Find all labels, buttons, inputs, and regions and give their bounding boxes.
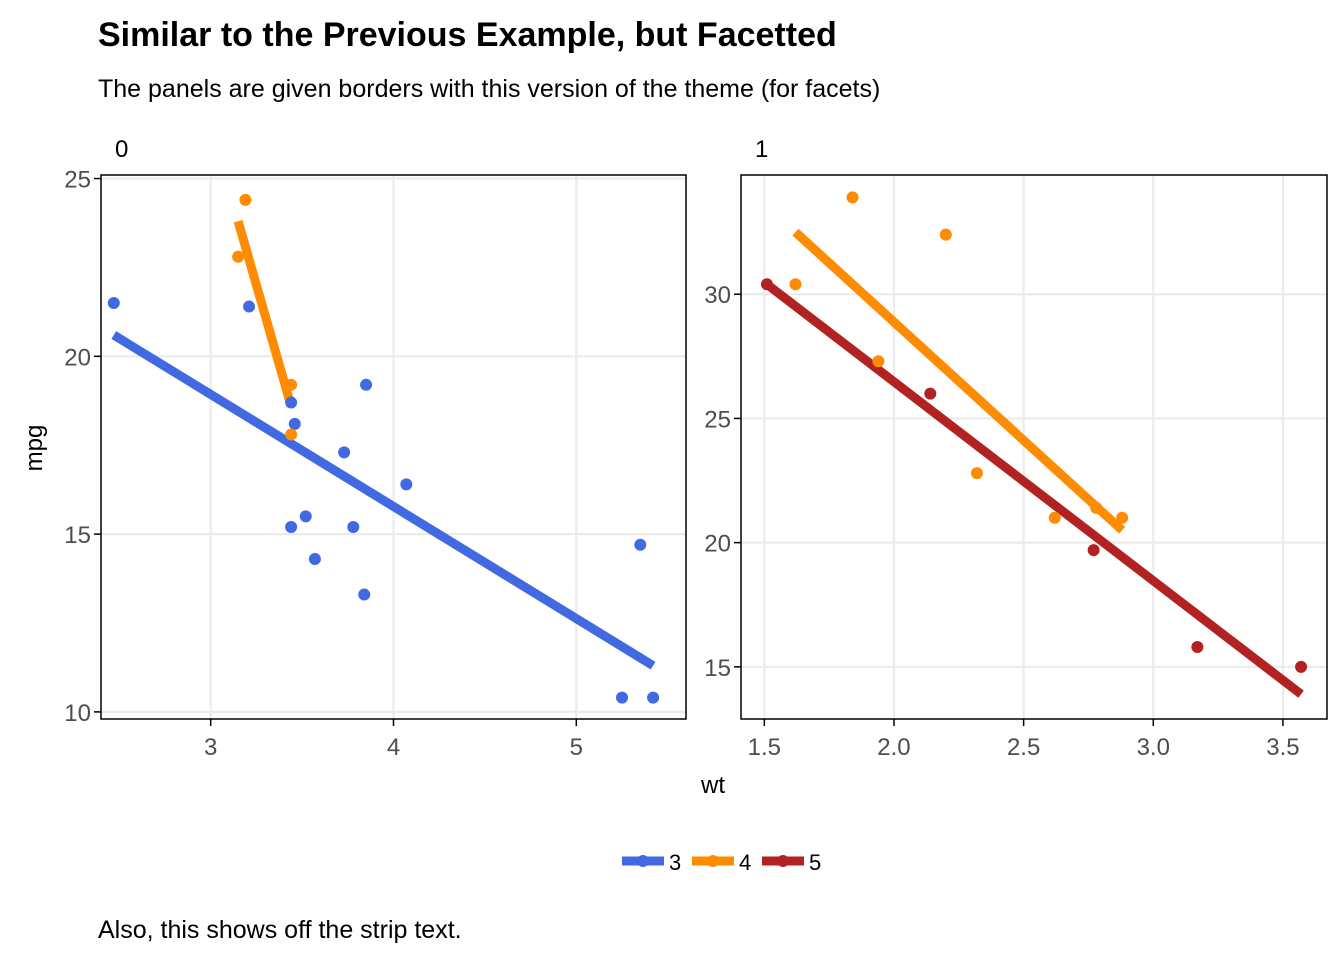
x-tick-label: 2.5: [1007, 734, 1040, 761]
y-tick-label: 15: [64, 522, 91, 549]
facet-panels: 0 3 4 5 10 15 20 25 1 1.5 2.0 2.5 3.0 3.5 15 20 25 30: [64, 136, 1328, 761]
legend-label: 5: [809, 850, 821, 875]
x-tick-label: 3.5: [1266, 734, 1299, 761]
point-4: [970, 467, 983, 480]
y-tick-label: 20: [704, 531, 731, 558]
point-3: [358, 588, 371, 601]
legend: 3 4 5: [622, 850, 821, 875]
point-4: [1048, 511, 1061, 524]
point-4: [232, 250, 245, 263]
facet-panel-0: 0 3 4 5 10 15 20 25: [64, 136, 687, 761]
legend-item-5: 5: [762, 850, 821, 875]
point-4: [846, 191, 859, 204]
point-3: [299, 510, 312, 523]
fit-line-3: [111, 331, 656, 670]
x-tick-label: 5: [570, 734, 583, 761]
point-5: [924, 387, 937, 400]
point-5: [760, 278, 773, 291]
point-5: [1295, 660, 1308, 673]
legend-key-point: [777, 855, 789, 867]
legend-key-point: [707, 855, 719, 867]
point-4: [789, 278, 802, 291]
y-tick-label: 10: [64, 700, 91, 727]
legend-item-4: 4: [692, 850, 751, 875]
y-tick-label: 15: [704, 655, 731, 682]
y-tick-label: 20: [64, 344, 91, 371]
point-3: [647, 691, 660, 704]
fit-line-4: [792, 228, 1126, 534]
fit-line-4: [233, 219, 296, 408]
point-4: [1116, 511, 1129, 524]
point-3: [285, 521, 298, 533]
point-4: [239, 193, 252, 206]
panel-border: [740, 174, 1328, 720]
x-tick-label: 4: [387, 734, 400, 761]
point-4: [285, 378, 298, 391]
x-tick-label: 3.0: [1137, 734, 1170, 761]
point-3: [616, 691, 629, 704]
legend-item-3: 3: [622, 850, 681, 875]
x-tick-label: 3: [204, 734, 217, 761]
point-3: [634, 538, 647, 551]
point-3: [243, 300, 256, 313]
chart-title: Similar to the Previous Example, but Fac…: [98, 16, 837, 54]
x-axis-title: wt: [700, 772, 725, 799]
point-3: [107, 297, 120, 309]
fit-line-5: [764, 280, 1304, 698]
point-3: [338, 446, 351, 459]
x-tick-label: 2.0: [877, 734, 910, 761]
point-4: [872, 355, 885, 368]
facet-panel-1: 1 1.5 2.0 2.5 3.0 3.5 15 20 25 30: [704, 136, 1328, 761]
y-tick-label: 25: [704, 406, 731, 433]
point-3: [347, 521, 360, 533]
point-3: [288, 417, 301, 430]
point-4: [1090, 501, 1103, 514]
chart-subtitle: The panels are given borders with this v…: [98, 75, 880, 103]
x-tick-label: 1.5: [748, 734, 781, 761]
point-3: [400, 478, 413, 491]
legend-label: 3: [669, 850, 681, 875]
strip-label: 0: [115, 136, 128, 163]
y-tick-label: 30: [704, 282, 731, 309]
point-4: [285, 428, 298, 441]
point-5: [1191, 640, 1204, 653]
legend-label: 4: [739, 850, 751, 875]
point-5: [1087, 544, 1100, 557]
strip-label: 1: [755, 136, 768, 163]
point-3: [360, 378, 373, 391]
y-axis-title: mpg: [21, 425, 48, 472]
y-tick-label: 25: [64, 167, 91, 194]
point-3: [285, 396, 298, 409]
point-4: [939, 228, 952, 241]
point-3: [308, 553, 321, 565]
chart-caption: Also, this shows off the strip text.: [98, 916, 462, 944]
legend-key-point: [637, 855, 649, 867]
